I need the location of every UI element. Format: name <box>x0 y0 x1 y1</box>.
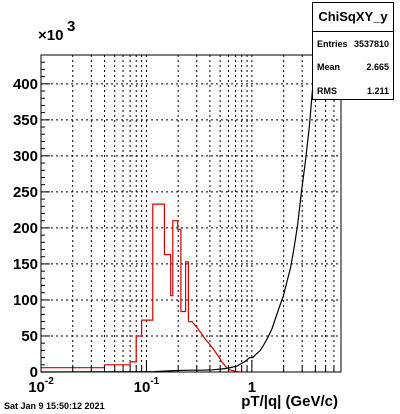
stats-row-entries: Entries 3537810 <box>317 36 389 52</box>
timestamp: Sat Jan 9 15:50:12 2021 <box>4 401 105 411</box>
x-axis-title: pT/|q| (GeV/c) <box>241 393 338 410</box>
stats-value: 1.211 <box>366 86 389 96</box>
y-multiplier-exponent: 3 <box>67 18 75 35</box>
x-tick-label: 10-2 <box>28 376 54 396</box>
y-tick-label: 50 <box>21 328 38 345</box>
plot-frame <box>40 54 342 373</box>
stats-key: Mean <box>317 62 341 72</box>
series-line-0 <box>40 61 341 373</box>
series-layer <box>40 61 341 373</box>
y-tick-label: 100 <box>13 292 38 309</box>
y-tick-label: 150 <box>13 256 38 273</box>
series-line-1 <box>41 203 242 373</box>
stats-key: Entries <box>317 39 348 49</box>
x-tick-label: 1 <box>248 379 256 396</box>
stats-row-rms: RMS 1.211 <box>317 83 389 99</box>
grid <box>41 55 341 372</box>
y-tick-label: 350 <box>13 112 38 129</box>
y-tick-label: 250 <box>13 184 38 201</box>
stats-row-mean: Mean 2.665 <box>317 59 389 75</box>
stats-box: ChiSqXY_y Entries 3537810 Mean 2.665 RMS… <box>312 2 394 100</box>
y-multiplier-label: ×10 <box>38 27 63 44</box>
y-tick-label: 200 <box>13 220 38 237</box>
x-tick-label: 10-1 <box>134 376 160 396</box>
y-tick-label: 400 <box>13 76 38 93</box>
axes <box>40 54 342 373</box>
stats-value: 2.665 <box>366 62 389 72</box>
y-tick-label: 0 <box>30 364 38 381</box>
y-tick-label: 300 <box>13 148 38 165</box>
axis-labels: 0 50 100 150 200 250 300 350 400 10-2 10-1 1 <box>13 76 256 396</box>
stats-value: 3537810 <box>353 39 389 49</box>
stats-key: RMS <box>317 86 337 96</box>
stats-title: ChiSqXY_y <box>313 3 393 32</box>
